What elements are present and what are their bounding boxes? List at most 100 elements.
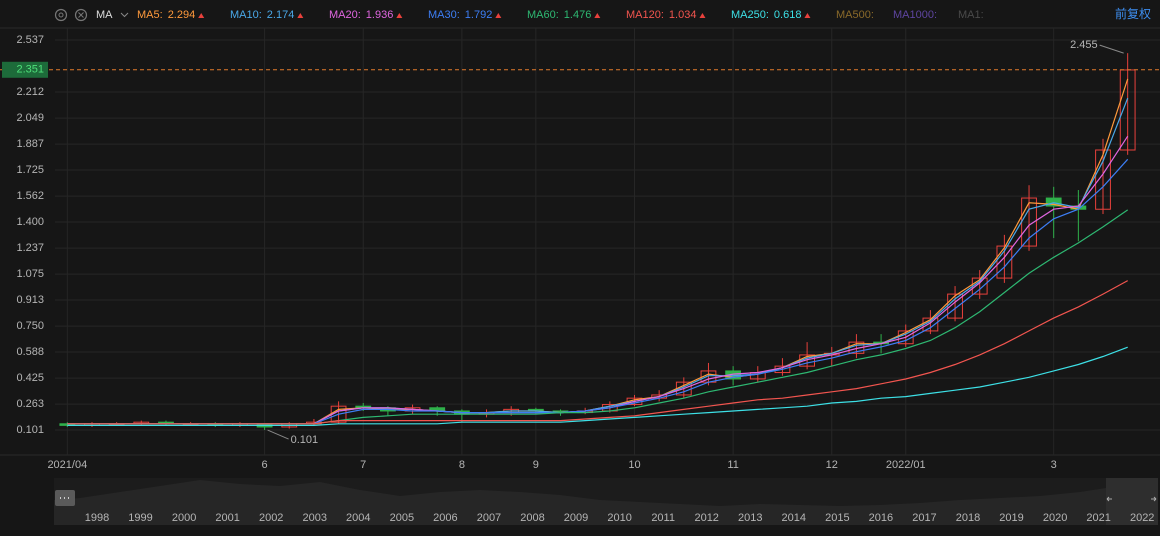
legend-value: 2.294 (168, 9, 196, 21)
navigator-window[interactable] (1106, 478, 1158, 525)
candle-body (1095, 149, 1111, 210)
navigator (54, 478, 1158, 525)
y-tick-label: 0.425 (16, 372, 44, 384)
last-price-box (2, 61, 48, 78)
legend-value: 0.618 (774, 9, 802, 21)
legend-name: MA250: (731, 9, 769, 21)
toolbar: MA 前复权 (54, 6, 1151, 22)
x-tick-label: 2021/04 (47, 459, 87, 471)
y-tick-label: 0.750 (16, 320, 44, 332)
y-tick-label: 2.537 (16, 34, 44, 46)
navigator-year: 2012 (694, 512, 718, 524)
navigator-year: 2003 (303, 512, 327, 524)
ma-line (67, 280, 1128, 425)
window-arrows (1106, 496, 1157, 502)
x-tick-label: 6 (262, 459, 268, 471)
last-price-label: 2.351 (16, 64, 44, 76)
navigator-year: 1998 (85, 512, 109, 524)
legend-trend-arrow (594, 13, 601, 18)
legend-name: MA120: (626, 9, 664, 21)
y-tick-label: 2.212 (16, 86, 44, 98)
x-tick-label: 2022/01 (886, 459, 926, 471)
candle-body (1045, 197, 1062, 207)
min-leader (267, 429, 289, 440)
legend-trend-arrow (297, 13, 304, 18)
dropdown-caret[interactable] (120, 12, 129, 18)
navigator-year: 2016 (869, 512, 893, 524)
legend-value: 1.792 (465, 9, 493, 21)
legend-inactive: MA1: (958, 9, 984, 21)
navigator-year: 2017 (912, 512, 936, 524)
candle-body (996, 245, 1013, 279)
max-annotation: 2.455 (1070, 39, 1098, 51)
x-tick-label: 7 (360, 459, 366, 471)
legend-name: MA5: (137, 9, 163, 21)
navigator-year: 2008 (520, 512, 544, 524)
y-tick-label: 2.049 (16, 112, 44, 124)
settings-icon-core (58, 12, 64, 18)
ma-line (67, 346, 1128, 426)
y-tick-label: 1.887 (16, 138, 44, 150)
navigator-year: 2015 (825, 512, 849, 524)
navigator-year: 2019 (999, 512, 1023, 524)
navigator-year: 2014 (782, 512, 806, 524)
navigator-area (54, 480, 1106, 525)
legend-name: MA20: (329, 9, 361, 21)
navigator-year: 1999 (128, 512, 152, 524)
y-tick-label: 0.588 (16, 346, 44, 358)
legend-value: 1.936 (366, 9, 394, 21)
adjust-button[interactable]: 前复权 (1115, 6, 1151, 21)
legend-value: 1.476 (564, 9, 592, 21)
y-tick-label: 1.237 (16, 242, 44, 254)
x-tick-label: 11 (727, 459, 738, 471)
min-annotation: 0.101 (291, 434, 319, 446)
legend-inactive: MA500: (836, 9, 874, 21)
legend-trend-arrow (396, 13, 403, 18)
navigator-year: 2010 (607, 512, 631, 524)
navigator-year: 2020 (1043, 512, 1067, 524)
legend-trend-arrow (804, 13, 811, 18)
legend-name: MA60: (527, 9, 559, 21)
navigator-year: 2011 (651, 512, 675, 524)
navigator-year: 2006 (433, 512, 457, 524)
y-tick-label: 1.725 (16, 164, 44, 176)
navigator-year: 2000 (172, 512, 196, 524)
y-tick-label: 0.263 (16, 398, 44, 410)
y-tick-label: 1.562 (16, 190, 44, 202)
legend-value: 2.174 (267, 9, 295, 21)
indicator-name[interactable]: MA (96, 9, 113, 21)
navigator-year: 2013 (738, 512, 762, 524)
navigator-year: 2004 (346, 512, 370, 524)
settings-icon[interactable] (54, 8, 68, 22)
legend-name: MA30: (428, 9, 460, 21)
x-tick-label: 3 (1051, 459, 1057, 471)
x-tick-label: 12 (826, 459, 838, 471)
navigator-year: 2001 (215, 512, 239, 524)
x-tick-label: 10 (628, 459, 640, 471)
y-tick-label: 0.101 (16, 424, 44, 436)
navigator-year: 2021 (1086, 512, 1110, 524)
legend-inactive: MA1000: (893, 9, 937, 21)
close-icon[interactable] (74, 8, 88, 22)
x-tick-label: 9 (533, 459, 539, 471)
max-leader (1099, 44, 1124, 54)
legend-trend-arrow (198, 13, 205, 18)
legend-trend-arrow (495, 13, 502, 18)
navigator-year: 2002 (259, 512, 283, 524)
navigator-year: 2022 (1130, 512, 1154, 524)
legend-name: MA10: (230, 9, 262, 21)
navigator-year: 2009 (564, 512, 588, 524)
y-tick-label: 0.913 (16, 294, 44, 306)
navigator-year: 2007 (477, 512, 501, 524)
legend-trend-arrow (699, 13, 706, 18)
x-tick-label: 8 (459, 459, 465, 471)
navigator-year: 2005 (390, 512, 414, 524)
plot-area: 2.537 2.212 2.049 1.887 1.725 1.562 1.400 1.237… (0, 27, 1160, 471)
legend-value: 1.034 (669, 9, 697, 21)
close-icon-cross (78, 12, 84, 18)
navigator-year: 2018 (956, 512, 980, 524)
y-tick-label: 1.400 (16, 216, 44, 228)
y-tick-label: 1.075 (16, 268, 44, 280)
